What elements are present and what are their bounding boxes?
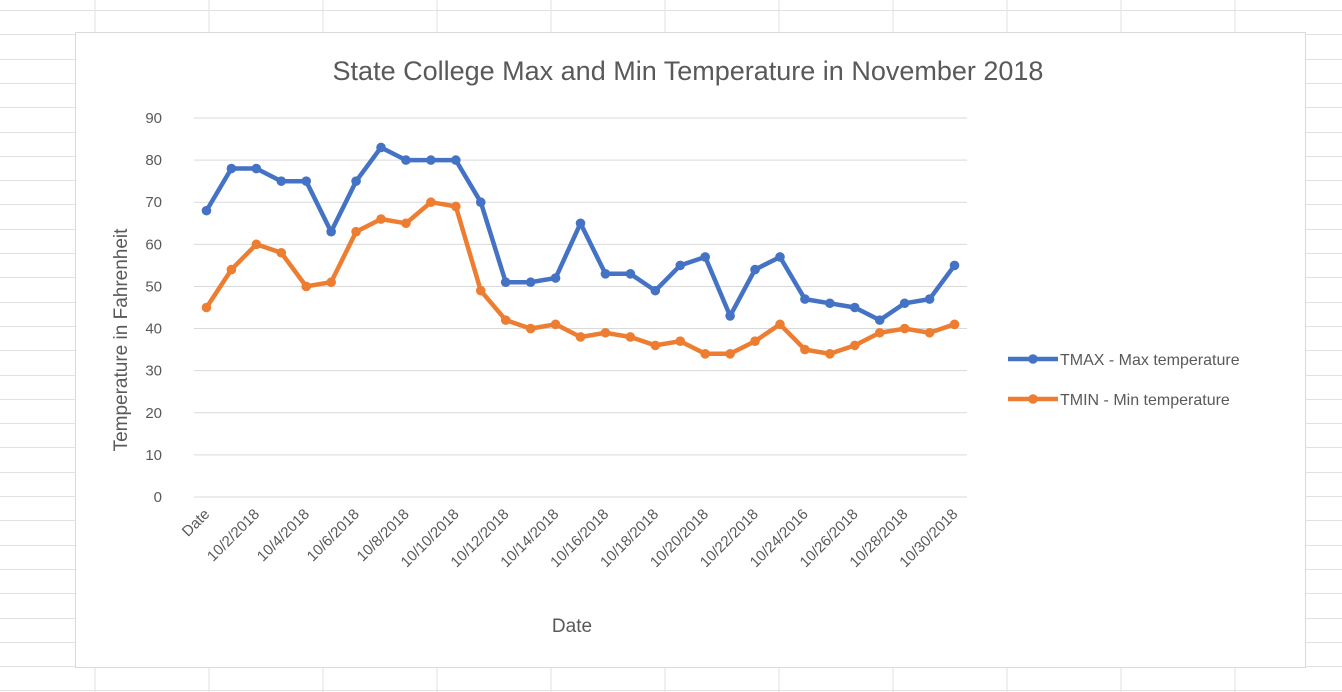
y-tick-label: 20 — [145, 405, 162, 422]
data-point — [949, 319, 960, 330]
chart-canvas: State College Max and Min Temperature in… — [111, 56, 1240, 637]
series-line — [204, 145, 957, 323]
x-tick-label: 10/6/2018 — [304, 506, 363, 565]
data-point — [800, 344, 810, 355]
data-point — [301, 281, 312, 292]
data-point — [251, 163, 262, 174]
data-point — [351, 176, 361, 186]
data-point — [451, 201, 461, 212]
chart-area[interactable]: State College Max and Min Temperature in… — [75, 32, 1306, 668]
series-layer — [201, 142, 960, 359]
data-point — [525, 323, 536, 334]
data-point — [874, 315, 885, 325]
x-tick-label: Date — [179, 506, 213, 540]
data-point — [924, 294, 935, 304]
data-point — [201, 302, 212, 313]
legend-swatch-marker — [1028, 354, 1038, 364]
data-point — [600, 327, 611, 338]
data-point — [924, 327, 935, 338]
data-point — [276, 176, 287, 186]
data-point — [899, 298, 910, 309]
data-point — [500, 277, 511, 288]
data-point — [451, 155, 461, 165]
data-point — [725, 349, 735, 359]
y-tick-label: 0 — [154, 489, 162, 506]
data-point — [500, 315, 511, 325]
data-point — [326, 226, 336, 237]
x-tick-label: 10/2/2018 — [204, 506, 263, 565]
data-point — [251, 239, 262, 250]
data-point — [874, 327, 885, 338]
x-tick-label: 10/4/2018 — [254, 506, 313, 565]
y-tick-label: 70 — [145, 194, 162, 211]
legend-label: TMAX - Max temperature — [1060, 352, 1240, 369]
legend[interactable]: TMAX - Max temperature TMIN - Min tempera… — [1008, 352, 1240, 409]
data-point — [550, 319, 561, 330]
data-point — [575, 332, 586, 342]
x-axis-title: Date — [552, 616, 592, 637]
data-point — [650, 340, 661, 351]
data-point — [550, 273, 561, 283]
y-tick-label: 30 — [145, 363, 162, 380]
data-point — [600, 269, 611, 279]
data-point — [301, 176, 312, 186]
x-axis-ticks: Date10/2/201810/4/201810/6/201810/8/2018… — [179, 506, 961, 571]
y-tick-label: 90 — [145, 110, 162, 127]
series-tmax — [201, 142, 960, 325]
data-point — [625, 269, 636, 279]
data-point — [650, 285, 661, 296]
legend-label: TMIN - Min temperature — [1060, 392, 1230, 409]
data-point — [376, 214, 386, 224]
data-point — [575, 218, 586, 229]
data-point — [949, 260, 960, 271]
y-tick-label: 80 — [145, 152, 162, 169]
data-point — [401, 155, 411, 165]
data-point — [475, 285, 486, 296]
y-tick-label: 40 — [145, 321, 162, 338]
data-point — [525, 277, 536, 288]
data-point — [775, 252, 785, 262]
data-point — [849, 302, 860, 313]
legend-item[interactable]: TMIN - Min temperature — [1008, 392, 1230, 409]
legend-swatch-marker — [1028, 394, 1038, 404]
data-point — [675, 260, 686, 271]
y-tick-label: 50 — [145, 278, 162, 295]
data-point — [825, 298, 835, 309]
data-point — [401, 218, 411, 229]
data-point — [625, 332, 636, 342]
data-point — [899, 323, 910, 334]
y-axis-title: Temperature in Fahrenheit — [111, 228, 132, 452]
data-point — [475, 197, 486, 208]
data-point — [201, 205, 212, 216]
data-point — [326, 277, 336, 288]
data-point — [750, 264, 760, 275]
y-tick-label: 60 — [145, 236, 162, 253]
gridlines — [194, 117, 967, 498]
data-point — [226, 264, 237, 275]
data-point — [351, 226, 361, 237]
legend-item[interactable]: TMAX - Max temperature — [1008, 352, 1240, 369]
data-point — [426, 197, 436, 208]
data-point — [800, 294, 810, 304]
data-point — [750, 336, 760, 346]
data-point — [675, 336, 686, 346]
data-point — [426, 155, 436, 165]
data-point — [725, 311, 735, 321]
series-tmin — [201, 197, 960, 359]
data-point — [226, 163, 237, 174]
y-tick-label: 10 — [145, 447, 162, 464]
data-point — [849, 340, 860, 351]
data-point — [775, 319, 785, 330]
data-point — [276, 247, 287, 258]
data-point — [376, 142, 386, 153]
y-axis-ticks: 0 10 20 30 40 50 60 70 80 90 — [145, 110, 162, 506]
data-point — [700, 349, 710, 359]
chart-title: State College Max and Min Temperature in… — [333, 56, 1044, 86]
data-point — [825, 349, 835, 359]
data-point — [700, 252, 710, 262]
